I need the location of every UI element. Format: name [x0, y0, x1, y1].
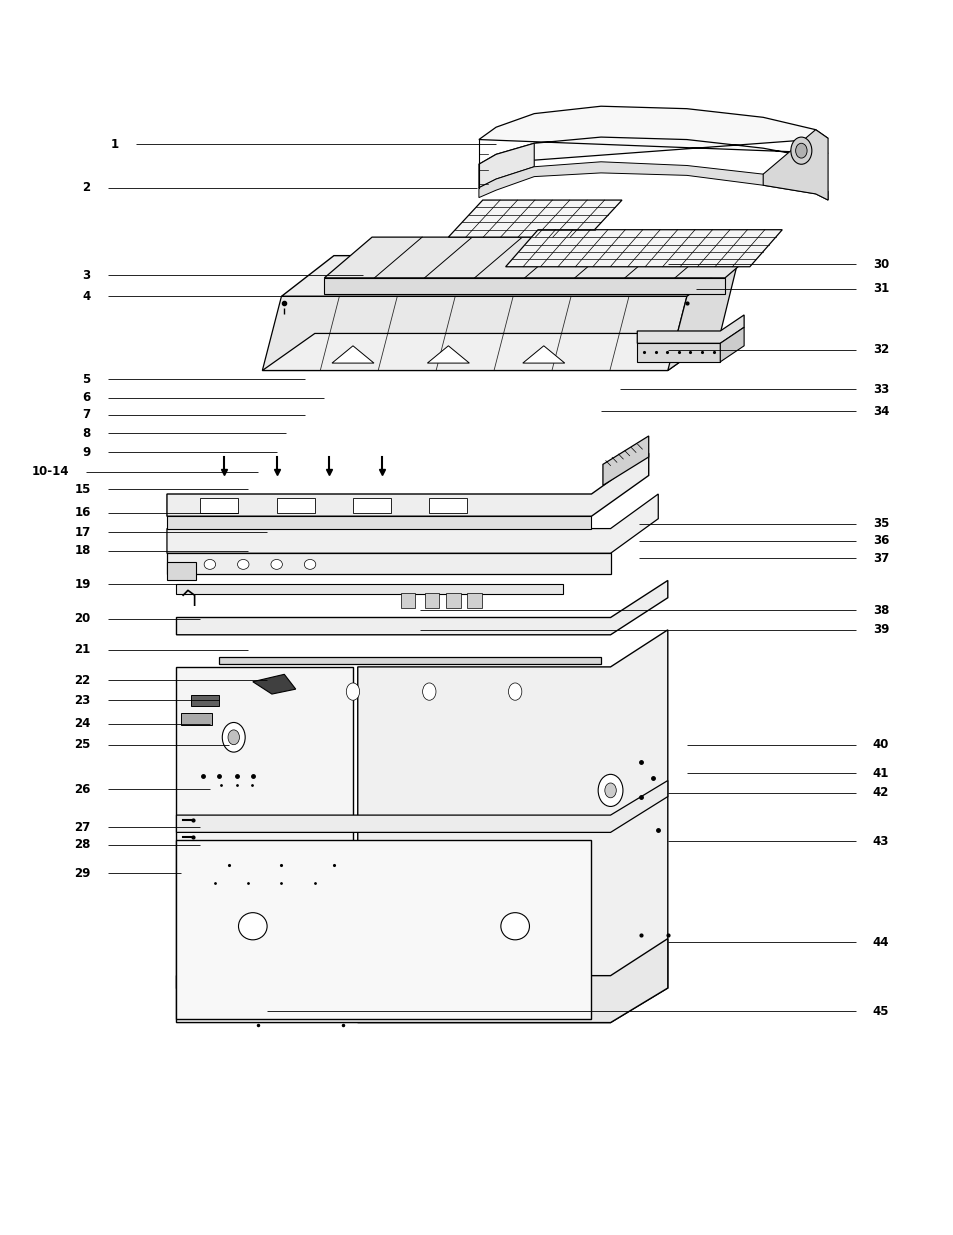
Polygon shape	[176, 781, 667, 832]
Circle shape	[598, 774, 622, 806]
Polygon shape	[353, 498, 391, 513]
Text: 10-14: 10-14	[31, 466, 69, 478]
Text: 31: 31	[872, 283, 888, 295]
Polygon shape	[602, 436, 648, 485]
Circle shape	[222, 722, 245, 752]
Ellipse shape	[500, 913, 529, 940]
Circle shape	[604, 783, 616, 798]
Polygon shape	[448, 200, 621, 237]
Circle shape	[228, 730, 239, 745]
Text: 40: 40	[872, 739, 888, 751]
Polygon shape	[181, 713, 212, 725]
Circle shape	[346, 683, 359, 700]
Ellipse shape	[237, 559, 249, 569]
Polygon shape	[522, 346, 564, 363]
Text: 32: 32	[872, 343, 888, 356]
Text: 9: 9	[82, 446, 91, 458]
Polygon shape	[429, 498, 467, 513]
Text: 8: 8	[82, 427, 91, 440]
Polygon shape	[446, 593, 460, 608]
Text: 18: 18	[74, 545, 91, 557]
Polygon shape	[176, 584, 562, 594]
Text: 34: 34	[872, 405, 888, 417]
Circle shape	[422, 683, 436, 700]
Polygon shape	[167, 494, 658, 553]
Polygon shape	[637, 343, 720, 362]
Polygon shape	[191, 695, 219, 706]
Text: 16: 16	[74, 506, 91, 519]
Polygon shape	[253, 674, 295, 694]
Text: 30: 30	[872, 258, 888, 270]
Polygon shape	[176, 667, 353, 988]
Polygon shape	[505, 230, 781, 267]
Text: 42: 42	[872, 787, 888, 799]
Text: 26: 26	[74, 783, 91, 795]
Polygon shape	[478, 162, 827, 200]
Text: 17: 17	[74, 526, 91, 538]
Polygon shape	[176, 840, 591, 1019]
Polygon shape	[167, 516, 591, 529]
Polygon shape	[720, 327, 743, 362]
Text: 36: 36	[872, 535, 888, 547]
Polygon shape	[167, 453, 648, 516]
Polygon shape	[167, 553, 610, 574]
Polygon shape	[332, 346, 374, 363]
Ellipse shape	[238, 913, 267, 940]
Polygon shape	[400, 593, 415, 608]
Polygon shape	[478, 106, 827, 164]
Text: 15: 15	[74, 483, 91, 495]
Polygon shape	[424, 593, 438, 608]
Text: 43: 43	[872, 835, 888, 847]
Polygon shape	[637, 315, 743, 343]
Text: 41: 41	[872, 767, 888, 779]
Text: 33: 33	[872, 383, 888, 395]
Text: 23: 23	[74, 694, 91, 706]
Polygon shape	[167, 562, 195, 580]
Text: 37: 37	[872, 552, 888, 564]
Polygon shape	[276, 498, 314, 513]
Polygon shape	[478, 143, 534, 188]
Ellipse shape	[204, 559, 215, 569]
Text: 5: 5	[82, 373, 91, 385]
Text: 29: 29	[74, 867, 91, 879]
Text: 2: 2	[82, 182, 91, 194]
Polygon shape	[427, 346, 469, 363]
Text: 35: 35	[872, 517, 888, 530]
Text: 19: 19	[74, 578, 91, 590]
Text: 28: 28	[74, 839, 91, 851]
Ellipse shape	[271, 559, 282, 569]
Text: 20: 20	[74, 613, 91, 625]
Text: 45: 45	[872, 1005, 888, 1018]
Circle shape	[508, 683, 521, 700]
Polygon shape	[200, 498, 238, 513]
Polygon shape	[467, 593, 481, 608]
Text: 3: 3	[82, 269, 91, 282]
Polygon shape	[357, 630, 667, 1023]
Polygon shape	[324, 278, 724, 294]
Text: 38: 38	[872, 604, 888, 616]
Polygon shape	[667, 256, 739, 370]
Polygon shape	[176, 939, 667, 1023]
Text: 25: 25	[74, 739, 91, 751]
Polygon shape	[324, 237, 772, 278]
Text: 24: 24	[74, 718, 91, 730]
Circle shape	[795, 143, 806, 158]
Text: 21: 21	[74, 643, 91, 656]
Ellipse shape	[304, 559, 315, 569]
Polygon shape	[176, 580, 667, 635]
Polygon shape	[281, 256, 739, 296]
Polygon shape	[262, 333, 720, 370]
Text: 1: 1	[111, 138, 119, 151]
Text: 4: 4	[82, 290, 91, 303]
Text: 6: 6	[82, 391, 91, 404]
Polygon shape	[762, 130, 827, 200]
Text: 7: 7	[82, 409, 91, 421]
Text: 27: 27	[74, 821, 91, 834]
Text: 39: 39	[872, 624, 888, 636]
Text: 44: 44	[872, 936, 888, 948]
Circle shape	[790, 137, 811, 164]
Text: 22: 22	[74, 674, 91, 687]
Polygon shape	[262, 296, 686, 370]
Polygon shape	[219, 657, 600, 664]
